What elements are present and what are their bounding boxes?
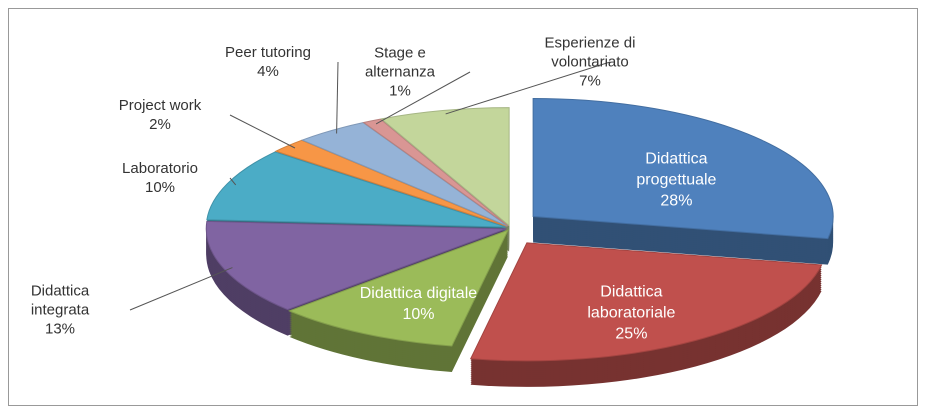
value-label: 7% (579, 72, 601, 90)
slice-label: Didattica progettuale 28% (611, 148, 741, 211)
leader-line (336, 61, 339, 134)
slice (362, 118, 509, 227)
leader-line (229, 177, 237, 186)
slice (469, 242, 823, 362)
category-label: Peer tutoring (225, 44, 311, 61)
slice-label: Didattica integrata 13% (0, 282, 120, 339)
value-label: 4% (257, 63, 279, 80)
slice (206, 151, 507, 228)
category-label: Didattica digitale (359, 285, 478, 303)
slice (274, 139, 508, 227)
leader-line (445, 61, 611, 115)
value-label: 10% (144, 179, 176, 196)
slice (300, 122, 508, 227)
slice-label: Esperienze di volontariato 7% (530, 34, 650, 91)
category-label: Stage e alternanza (364, 44, 436, 81)
category-label: Laboratorio (122, 160, 198, 177)
value-label: 25% (615, 325, 648, 343)
slice (205, 220, 507, 311)
category-label: Esperienze di volontariato (544, 34, 636, 71)
slice (288, 229, 510, 347)
category-label: Project work (118, 97, 202, 114)
slice (532, 98, 834, 240)
slice-label: Laboratorio 10% (100, 159, 220, 197)
value-label: 13% (44, 320, 76, 338)
leader-line (375, 71, 471, 125)
category-label: Didattica integrata (30, 282, 90, 319)
slice-label: Project work 2% (85, 96, 235, 134)
category-label: Didattica progettuale (636, 150, 717, 189)
slice-label: Didattica digitale 10% (353, 283, 483, 325)
value-label: 2% (149, 116, 171, 133)
leader-line (129, 267, 233, 311)
leader-line (229, 114, 296, 149)
chart-frame (8, 8, 918, 406)
category-label: Didattica laboratoriale (587, 283, 676, 322)
value-label: 28% (660, 192, 693, 210)
slice-label: Stage e alternanza 1% (340, 44, 460, 101)
slice-label: Peer tutoring 4% (193, 43, 343, 81)
slice-label: Didattica laboratoriale 25% (566, 282, 696, 345)
value-label: 10% (402, 306, 435, 324)
value-label: 1% (389, 82, 411, 100)
